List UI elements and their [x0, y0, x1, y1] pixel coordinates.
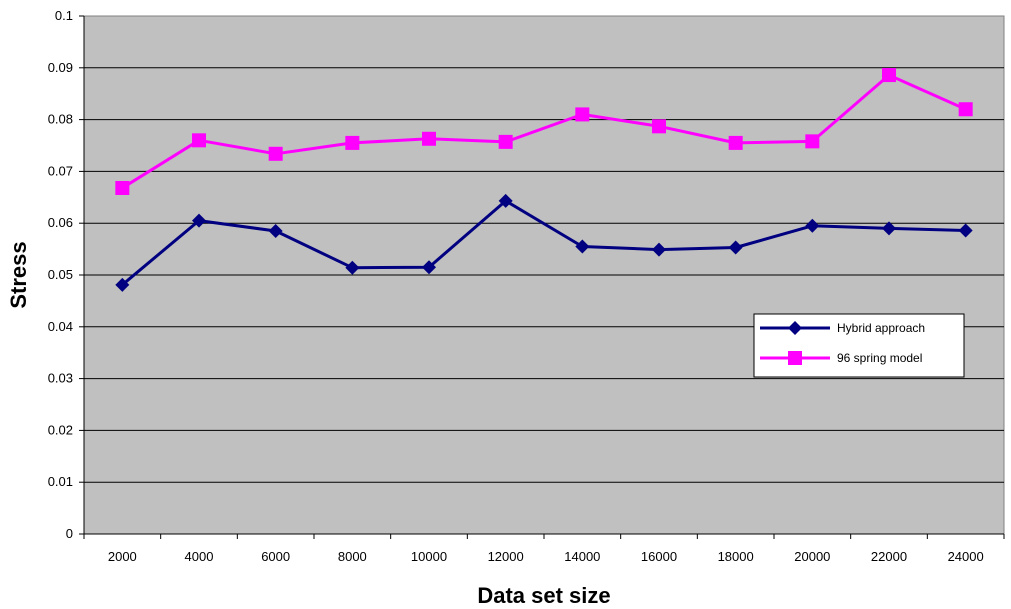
data-point-hybrid-approach	[345, 260, 360, 275]
data-point-hybrid-approach	[728, 240, 743, 255]
y-tick-label: 0.07	[48, 163, 73, 178]
data-point-96-spring-model	[728, 135, 743, 150]
y-axis-title: Stress	[6, 241, 31, 308]
y-tick-label: 0.01	[48, 474, 73, 489]
y-tick-label: 0.03	[48, 371, 73, 386]
legend-marker-hybrid-approach	[788, 321, 802, 335]
data-point-96-spring-model	[422, 131, 436, 146]
data-point-hybrid-approach	[575, 239, 590, 254]
y-tick-label: 0.1	[55, 8, 73, 23]
data-point-96-spring-model	[192, 133, 206, 148]
data-point-96-spring-model	[498, 134, 513, 149]
x-tick-label: 22000	[871, 549, 907, 564]
data-point-hybrid-approach	[882, 221, 896, 236]
series-line-96-spring-model	[121, 73, 967, 190]
data-point-96-spring-model	[805, 134, 820, 149]
data-point-96-spring-model	[345, 135, 360, 150]
data-point-hybrid-approach	[498, 193, 513, 208]
y-tick-label: 0.02	[48, 422, 73, 437]
data-point-hybrid-approach	[268, 223, 283, 238]
data-point-96-spring-model	[958, 102, 973, 117]
x-axis-title: Data set size	[477, 583, 610, 608]
y-tick-label: 0.04	[48, 319, 73, 334]
data-point-hybrid-approach	[115, 277, 130, 292]
data-point-96-spring-model	[268, 146, 283, 161]
data-point-hybrid-approach	[652, 242, 666, 257]
x-tick-label: 10000	[411, 549, 447, 564]
legend-marker-96-spring-model	[788, 351, 802, 365]
data-point-96-spring-model	[882, 68, 896, 83]
data-point-hybrid-approach	[422, 260, 436, 275]
series-line-hybrid-approach	[121, 199, 966, 286]
x-tick-label: 2000	[108, 549, 137, 564]
y-tick-label: 0.05	[48, 267, 73, 282]
series-layer	[115, 68, 973, 292]
y-tick-label: 0	[66, 526, 73, 541]
x-tick-label: 20000	[794, 549, 830, 564]
x-tick-label: 8000	[338, 549, 367, 564]
x-tick-label: 14000	[564, 549, 600, 564]
y-tick-label: 0.06	[48, 215, 73, 230]
x-tick-label: 16000	[641, 549, 677, 564]
y-tick-label: 0.08	[48, 112, 73, 127]
data-point-96-spring-model	[575, 107, 590, 122]
data-point-hybrid-approach	[958, 223, 973, 238]
legend: Hybrid approach 96 spring model	[753, 313, 965, 378]
axis-layer: 0 0.01 0.02 0.03 0.04 0.05 0.06 0.07 0.08 0.09 0.1…	[48, 8, 1005, 564]
legend-label-hybrid-approach: Hybrid approach	[837, 321, 925, 335]
data-point-hybrid-approach	[805, 218, 820, 233]
x-tick-label: 24000	[948, 549, 984, 564]
y-tick-label: 0.09	[48, 60, 73, 75]
data-point-96-spring-model	[115, 180, 130, 195]
legend-label-96-spring-model: 96 spring model	[837, 351, 922, 365]
x-tick-label: 18000	[718, 549, 754, 564]
data-point-hybrid-approach	[192, 213, 206, 228]
data-point-96-spring-model	[652, 119, 666, 134]
legend-box	[753, 313, 965, 378]
x-tick-label: 4000	[185, 549, 214, 564]
x-tick-label: 12000	[488, 549, 524, 564]
x-tick-label: 6000	[261, 549, 290, 564]
